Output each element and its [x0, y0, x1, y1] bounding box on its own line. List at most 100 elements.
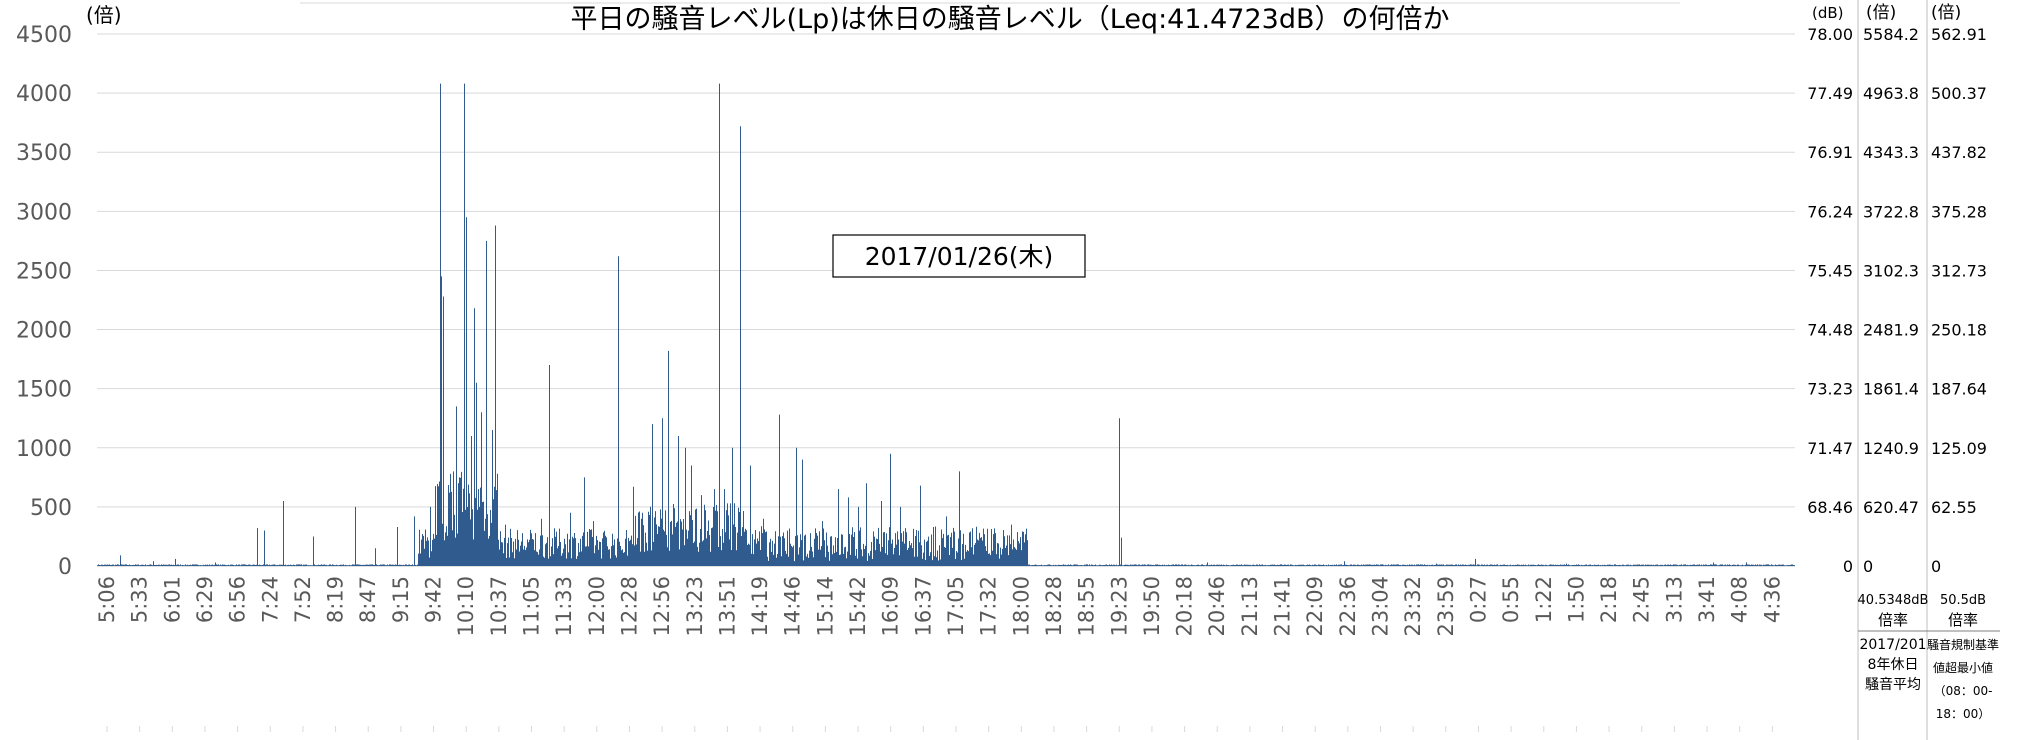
annotation-box: 2017/01/26(木) — [832, 234, 1086, 278]
x-tick-label: 12:00 — [585, 576, 609, 637]
x-tick-label: 4:36 — [1760, 576, 1784, 623]
right-axis-tick-label: 0 — [1843, 557, 1853, 576]
y-axis-ticks: 0 500 1000 1500 2000 2500 3000 3500 4000 4500 — [16, 23, 72, 580]
right-axis-tick-label: 76.24 — [1807, 202, 1853, 221]
right-axis-tick-label: 78.00 — [1807, 25, 1853, 44]
x-tick-label: 21:13 — [1238, 576, 1262, 637]
bar-series — [97, 83, 1795, 566]
x-tick-label: 19:23 — [1107, 576, 1131, 637]
right-axis-tick-label: 71.47 — [1807, 439, 1853, 458]
footer-col1-label: 倍率 — [1878, 611, 1908, 629]
x-tick-label: 18:00 — [1009, 576, 1033, 637]
footer-desc-line: 騒音平均 — [1865, 676, 1921, 693]
right-axis-tick-label: 500.37 — [1931, 84, 1987, 103]
right-axis-tick-label: 562.91 — [1931, 25, 1987, 44]
x-tick-label: 10:10 — [454, 576, 478, 637]
x-tick-label: 9:42 — [422, 576, 446, 623]
footer-desc-line: 8年休日 — [1868, 657, 1919, 673]
right-axis-tick-label: 312.73 — [1931, 261, 1987, 280]
right-axis-ticks: 0 68.46 71.47 73.23 74.48 75.45 76.24 76.91 77.4… — [1807, 25, 1987, 576]
x-tick-label: 15:14 — [813, 576, 837, 637]
right-axis-tick-label: 5584.2 — [1863, 25, 1919, 44]
x-tick-label: 17:05 — [944, 576, 968, 637]
right-axis-tick-label: 73.23 — [1807, 380, 1853, 399]
right-axis-tick-label: 620.47 — [1863, 498, 1919, 517]
annotation-date: 2017/01/26(木) — [865, 242, 1054, 271]
right-axis-tick-label: 2481.9 — [1863, 321, 1919, 340]
x-tick-label: 18:28 — [1042, 576, 1066, 637]
y-tick-label: 500 — [30, 496, 72, 521]
footer-desc-line: 2017/201 — [1859, 637, 1926, 653]
x-tick-label: 22:09 — [1303, 576, 1327, 637]
footer-desc-line: 18：00） — [1936, 707, 1991, 721]
right-axis-tick-label: 77.49 — [1807, 84, 1853, 103]
right-axis-tick-label: 437.82 — [1931, 143, 1987, 162]
right-axis-tick-label: 75.45 — [1807, 261, 1853, 280]
footer-col1-value: 40.5348dB — [1858, 593, 1929, 608]
x-tick-label: 20:18 — [1173, 576, 1197, 637]
x-tick-label: 14:19 — [748, 576, 772, 637]
right-axis-tick-label: 125.09 — [1931, 439, 1987, 458]
right-axis-tick-label: 250.18 — [1931, 321, 1987, 340]
x-tick-label: 3:13 — [1662, 576, 1686, 623]
x-tick-label: 6:56 — [226, 576, 250, 623]
chart-title: 平日の騒音レベル(Lp)は休日の騒音レベル（Leq:41.4723dB）の何倍か — [571, 4, 1450, 35]
right-axis-tick-label: 1861.4 — [1863, 380, 1919, 399]
x-tick-label: 13:23 — [683, 576, 707, 637]
y-tick-label: 1500 — [16, 378, 72, 403]
x-tick-label: 20:46 — [1205, 576, 1229, 637]
right-axis-tick-label: 0 — [1863, 557, 1873, 576]
y-tick-label: 0 — [58, 555, 72, 580]
x-tick-label: 1:50 — [1564, 576, 1588, 623]
x-tick-label: 13:51 — [715, 576, 739, 637]
x-tick-label: 12:28 — [617, 576, 641, 637]
right-axis-tick-label: 375.28 — [1931, 202, 1987, 221]
x-tick-label: 23:04 — [1369, 576, 1393, 637]
x-tick-label: 3:41 — [1695, 576, 1719, 623]
x-tick-label: 15:42 — [846, 576, 870, 637]
x-tick-label: 9:15 — [389, 576, 413, 623]
right-axis-ratio-unit: (倍) — [1866, 3, 1896, 23]
x-tick-label: 0:55 — [1499, 576, 1523, 623]
x-axis-ticks: 5:06 5:33 6:01 6:29 6:56 7:24 7:52 8:19 8:47 9:15… — [95, 576, 1784, 732]
x-tick-label: 4:08 — [1728, 576, 1752, 623]
right-axis-tick-label: 187.64 — [1931, 380, 1987, 399]
x-tick-label: 14:46 — [781, 576, 805, 637]
right-axis-tick-label: 76.91 — [1807, 143, 1853, 162]
right-axis-tick-label: 3722.8 — [1863, 202, 1919, 221]
x-tick-label: 12:56 — [650, 576, 674, 637]
x-tick-label: 11:05 — [520, 576, 544, 637]
x-tick-label: 7:24 — [258, 576, 282, 623]
y-tick-label: 4000 — [16, 82, 72, 107]
x-tick-label: 2:18 — [1597, 576, 1621, 623]
x-tick-label: 8:19 — [324, 576, 348, 623]
y-tick-label: 2000 — [16, 319, 72, 344]
y-axis-unit-label: (倍) — [86, 3, 122, 27]
x-tick-label: 6:01 — [160, 576, 184, 623]
x-tick-label: 23:32 — [1401, 576, 1425, 637]
right-axis-tick-label: 0 — [1931, 557, 1941, 576]
footer-desc-line: （08：00- — [1934, 684, 1993, 698]
x-tick-label: 18:55 — [1075, 576, 1099, 637]
x-tick-label: 19:50 — [1140, 576, 1164, 637]
y-tick-label: 2500 — [16, 259, 72, 284]
right-axis-ratio2-unit: (倍) — [1931, 3, 1961, 23]
y-tick-label: 1000 — [16, 437, 72, 462]
x-tick-label: 10:37 — [487, 576, 511, 637]
x-tick-label: 16:37 — [911, 576, 935, 637]
x-tick-label: 1:22 — [1532, 576, 1556, 623]
x-tick-label: 23:59 — [1434, 576, 1458, 637]
footer-col2-value: 50.5dB — [1940, 593, 1986, 608]
footer-desc-line: 値超最小値 — [1933, 660, 1993, 675]
x-tick-label: 22:36 — [1336, 576, 1360, 637]
y-tick-label: 3000 — [16, 200, 72, 225]
x-tick-label: 2:45 — [1630, 576, 1654, 623]
right-axis-tick-label: 74.48 — [1807, 321, 1853, 340]
x-tick-label: 11:33 — [552, 576, 576, 637]
x-tick-label: 17:32 — [977, 576, 1001, 637]
x-tick-label: 6:29 — [193, 576, 217, 623]
right-axis-tick-label: 68.46 — [1807, 498, 1853, 517]
